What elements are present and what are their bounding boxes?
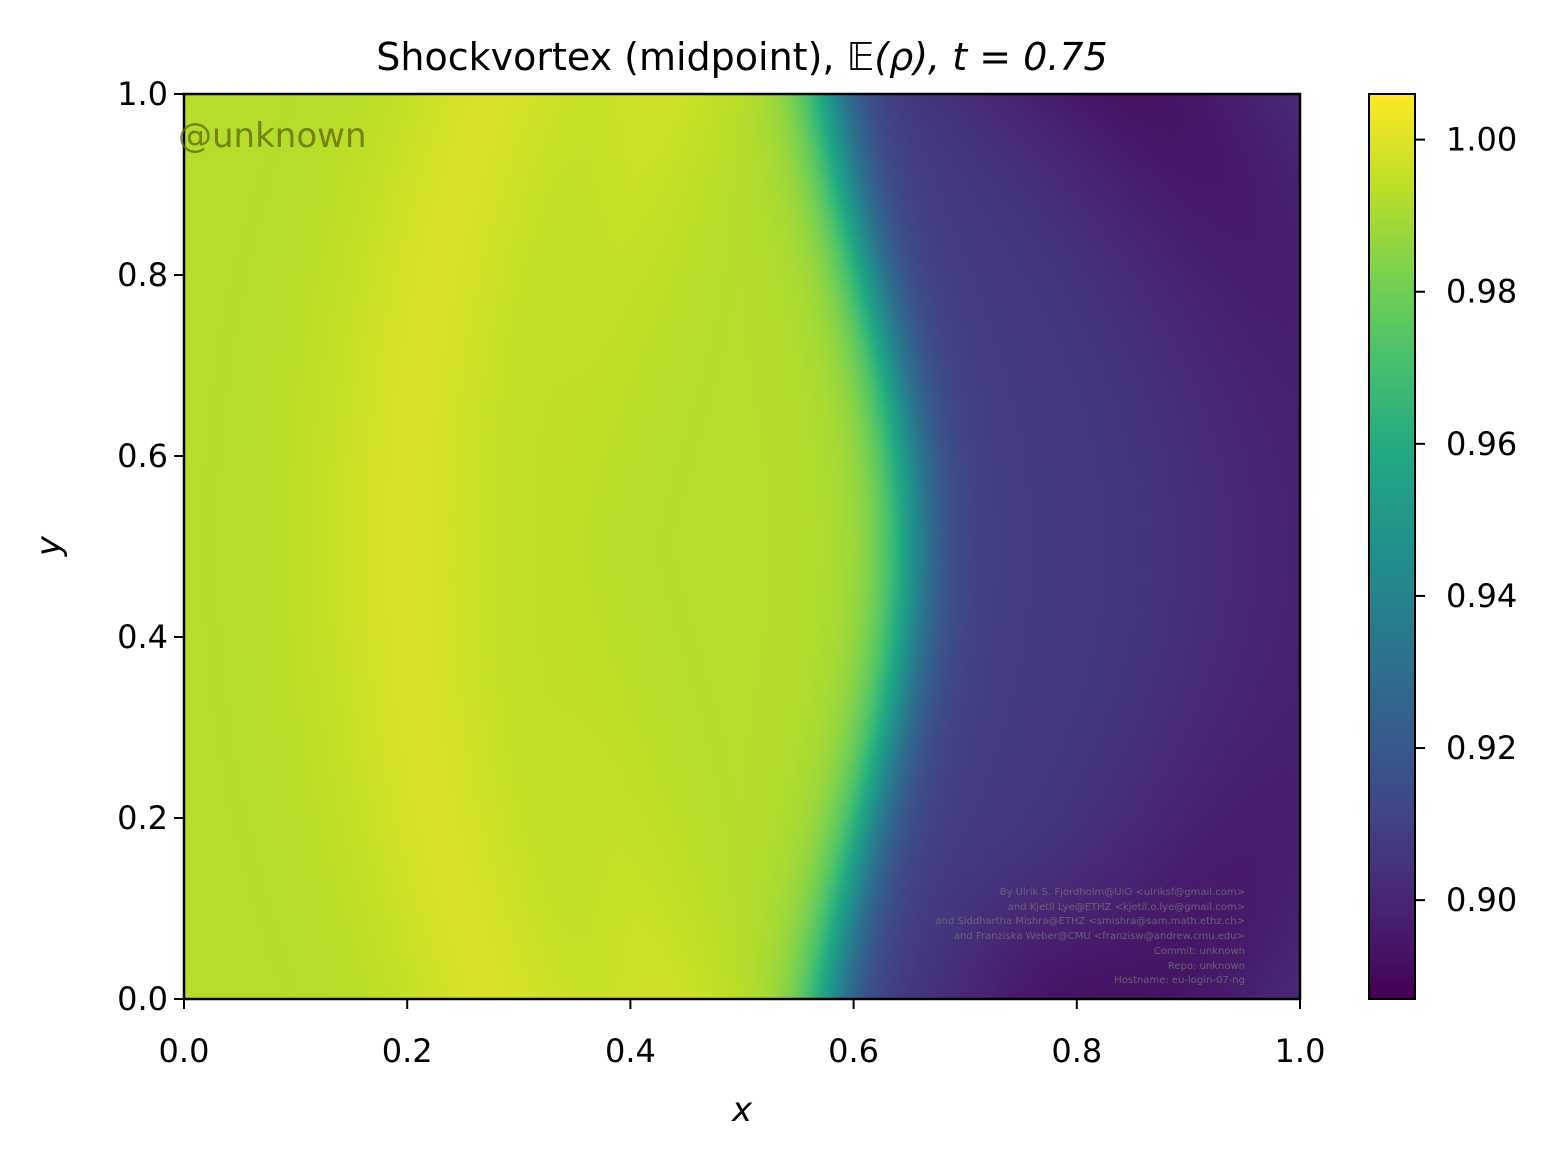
colorbar-tick-label: 0.94 <box>1446 577 1517 615</box>
credits-line: and Franziska Weber@CMU <franzisw@andrew… <box>953 931 1245 943</box>
x-axis-label: x <box>731 1090 753 1130</box>
colorbar-frame <box>1368 93 1416 1000</box>
colorbar-tick-label: 1.00 <box>1446 121 1517 159</box>
density-heatmap <box>184 94 1300 999</box>
colorbar-tick-label: 0.90 <box>1446 881 1517 919</box>
x-tick-label: 0.2 <box>382 1032 433 1070</box>
y-tick-label: 0.6 <box>117 437 168 475</box>
y-tick-label: 1.0 <box>117 75 168 113</box>
credits-line: and Kjetil Lye@ETHZ <kjetil.o.lye@gmail.… <box>1007 901 1245 913</box>
y-axis-label: y <box>29 535 69 557</box>
y-axis: 0.0 0.2 0.4 0.6 0.8 1.0 <box>117 75 184 1018</box>
x-tick-label: 0.8 <box>1051 1032 1102 1070</box>
credits-line: and Siddhartha Mishra@ETHZ <smishra@sam.… <box>935 916 1245 928</box>
colorbar-gradient <box>1369 94 1415 999</box>
credits-line: Repo: unknown <box>1167 960 1245 972</box>
credits-line: Hostname: eu-login-07-ng <box>1114 975 1245 987</box>
credits-line: Commit: unknown <box>1153 945 1245 957</box>
x-axis: 0.0 0.2 0.4 0.6 0.8 1.0 <box>159 999 1326 1070</box>
chart-title: Shockvortex (midpoint), 𝔼(ρ), t = 0.75 <box>376 35 1107 79</box>
y-tick-label: 0.2 <box>117 799 168 837</box>
x-tick-label: 1.0 <box>1275 1032 1326 1070</box>
watermark: @unknown <box>178 116 367 156</box>
y-tick-label: 0.8 <box>117 256 168 294</box>
x-tick-label: 0.4 <box>605 1032 656 1070</box>
colorbar-tick-label: 0.98 <box>1446 273 1517 311</box>
colorbar-tick-label: 0.92 <box>1446 729 1517 767</box>
x-tick-label: 0.0 <box>159 1032 210 1070</box>
y-tick-label: 0.0 <box>117 980 168 1018</box>
y-tick-label: 0.4 <box>117 618 168 656</box>
colorbar-tick-label: 0.96 <box>1446 425 1517 463</box>
plot-frame <box>182 92 1302 1001</box>
x-tick-label: 0.6 <box>828 1032 879 1070</box>
credits-block: By Ulrik S. Fjordholm@UiO <ulriksf@gmail… <box>725 886 1245 989</box>
colorbar-axis: 0.90 0.92 0.94 0.96 0.98 1.00 <box>1415 121 1517 919</box>
credits-line: By Ulrik S. Fjordholm@UiO <ulriksf@gmail… <box>999 887 1245 898</box>
